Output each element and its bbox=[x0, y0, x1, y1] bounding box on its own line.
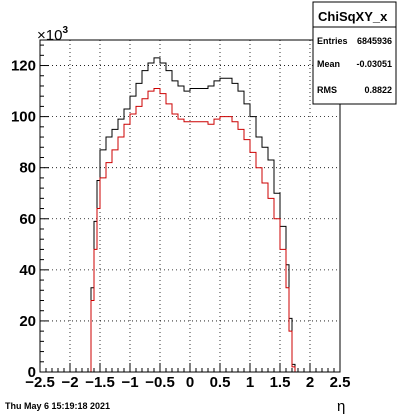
timestamp: Thu May 6 15:19:18 2021 bbox=[5, 401, 110, 411]
stats-rms-value: 0.8822 bbox=[364, 85, 392, 95]
stats-rms-label: RMS bbox=[317, 85, 337, 95]
stats-title: ChiSqXY_x bbox=[318, 9, 388, 24]
stats-entries-value: 6845936 bbox=[357, 36, 392, 46]
x-tick-label: −2.5 bbox=[25, 374, 55, 391]
x-tick-label: −0.5 bbox=[145, 374, 175, 391]
x-tick-label: −2 bbox=[61, 374, 78, 391]
y-multiplier: ×103 bbox=[37, 25, 68, 44]
y-tick-label: 20 bbox=[19, 313, 36, 330]
y-tick-label: 80 bbox=[19, 160, 36, 177]
x-tick-label: 0 bbox=[186, 374, 194, 391]
x-tick-label: 2 bbox=[306, 374, 314, 391]
stats-entries-label: Entries bbox=[317, 36, 348, 46]
y-tick-label: 60 bbox=[19, 211, 36, 228]
stats-box: ChiSqXY_x Entries 6845936 Mean -0.03051 … bbox=[312, 1, 397, 105]
x-axis-label: η bbox=[337, 398, 345, 414]
axis-ticks: −2.5 −2 −1.5 −1 −0.5 0 0.5 1 1.5 2 2.5 0 20 40 60 80 100… bbox=[11, 44, 351, 391]
stats-mean-label: Mean bbox=[317, 59, 340, 69]
x-tick-label: −1 bbox=[121, 374, 138, 391]
y-tick-label: 0 bbox=[28, 364, 36, 381]
stats-box-frame bbox=[312, 1, 397, 105]
y-tick-label: 120 bbox=[11, 58, 36, 75]
y-tick-label: 100 bbox=[11, 109, 36, 126]
histogram-line-1 bbox=[40, 57, 340, 373]
x-tick-label: −1.5 bbox=[85, 374, 115, 391]
histogram-line-2 bbox=[40, 88, 340, 373]
y-tick-label: 40 bbox=[19, 262, 36, 279]
x-tick-label: 1.5 bbox=[270, 374, 291, 391]
x-tick-label: 1 bbox=[246, 374, 254, 391]
grid-lines bbox=[40, 40, 340, 372]
stats-mean-value: -0.03051 bbox=[356, 59, 392, 69]
histogram-series bbox=[40, 57, 340, 373]
x-tick-label: 0.5 bbox=[210, 374, 231, 391]
x-tick-label: 2.5 bbox=[330, 374, 351, 391]
